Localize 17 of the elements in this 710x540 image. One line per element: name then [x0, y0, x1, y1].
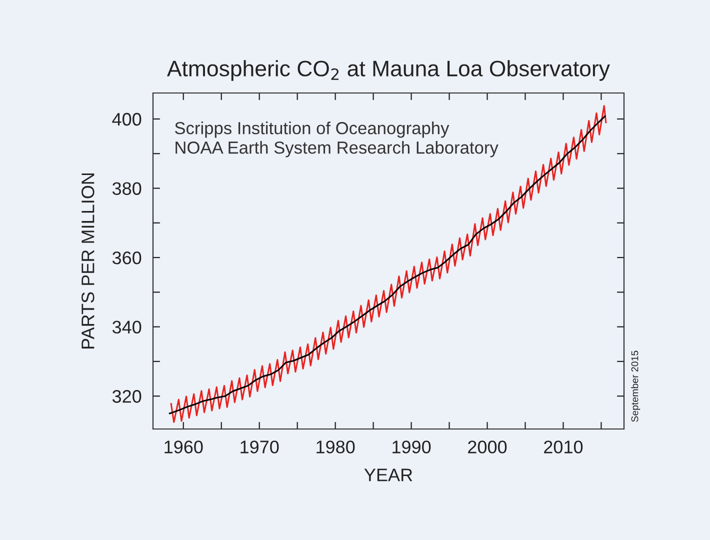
- y-tick-label: 400: [112, 112, 142, 126]
- x-tick-label: 2000: [468, 440, 507, 454]
- x-tick-label: 1990: [392, 440, 431, 454]
- chart-title: Atmospheric CO$_{2}$ at Mauna Loa Observatory: [166, 60, 610, 81]
- y-tick-label: 360: [112, 251, 142, 264]
- x-tick-label: 2010: [544, 440, 583, 454]
- text: September 2015: [631, 350, 640, 422]
- y-tick-label: 320: [112, 390, 142, 403]
- x-tick-label: 1980: [316, 440, 355, 454]
- y-tick-label: 380: [112, 182, 142, 195]
- annotation: NOAA Earth System Research Laboratory: [176, 141, 498, 158]
- x-tick-label: 1970: [240, 440, 279, 454]
- annotation: Scripps Institution of Oceanography: [174, 122, 450, 138]
- x-axis-title: YEAR: [364, 468, 412, 482]
- y-axis-title: PARTS PER MILLION: [82, 174, 94, 348]
- y-tick-label: 340: [112, 320, 142, 334]
- x-tick-label: 1960: [164, 440, 203, 454]
